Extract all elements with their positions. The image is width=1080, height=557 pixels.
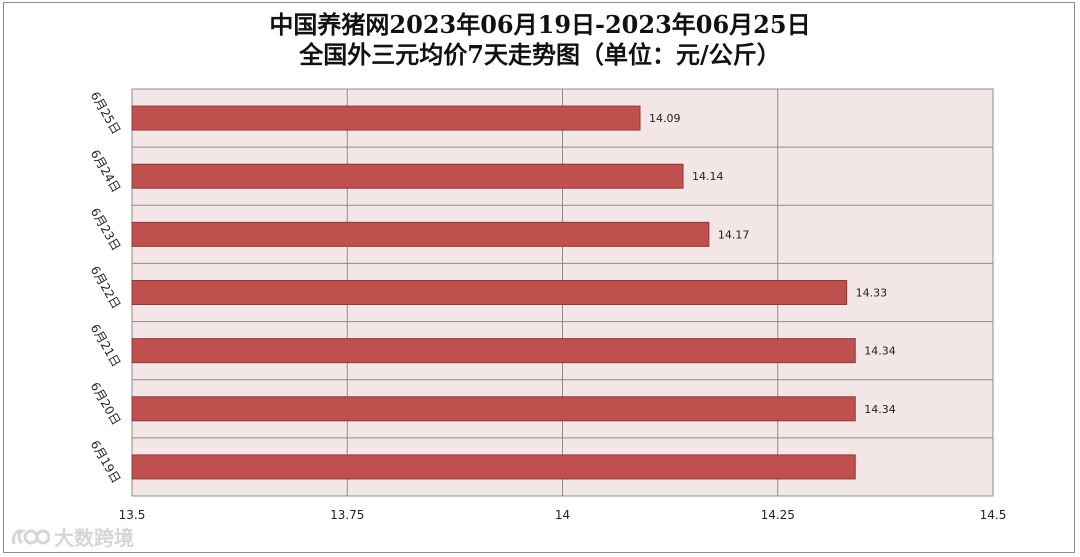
bars (131, 105, 856, 480)
data-label: 14.09 (649, 112, 681, 125)
bar (131, 454, 856, 480)
data-labels: 14.09 14.14 14.17 14.33 14.34 14.34 (649, 112, 896, 416)
bar (131, 338, 856, 364)
bar (131, 280, 848, 305)
bar (131, 105, 641, 131)
bar (131, 221, 710, 247)
x-tick-label: 14 (555, 508, 570, 522)
y-tick-label: 6月21日 (88, 322, 124, 370)
grid-lines (131, 89, 994, 496)
bar (131, 396, 856, 422)
data-label: 14.33 (856, 287, 888, 300)
x-tick-label: 14.25 (761, 508, 795, 522)
data-label: 14.17 (718, 228, 750, 241)
y-axis-ticks: 6月25日 6月24日 6月23日 6月22日 6月21日 6月20日 6月19日 (88, 89, 124, 485)
y-tick-label: 6月20日 (88, 380, 124, 428)
chart-title-line-2: 全国外三元均价7天走势图（单位：元/公斤） (299, 40, 781, 69)
y-tick-label: 6月24日 (88, 147, 124, 195)
y-tick-label: 6月22日 (88, 264, 124, 312)
data-label: 14.34 (864, 345, 896, 358)
watermark: 大数跨境 (10, 522, 134, 551)
x-axis-ticks: 13.5 13.75 14 14.25 14.5 (119, 508, 1007, 522)
bar (131, 163, 684, 189)
y-tick-label: 6月23日 (88, 205, 124, 253)
watermark-logo-icon (12, 528, 50, 544)
x-tick-label: 13.5 (119, 508, 146, 522)
chart-title: 中国养猪网2023年06月19日-2023年06月25日 全国外三元均价7天走势… (0, 10, 1080, 70)
chart-title-line-1: 中国养猪网2023年06月19日-2023年06月25日 (269, 10, 811, 39)
x-tick-label: 13.75 (330, 508, 364, 522)
y-tick-label: 6月25日 (88, 89, 124, 137)
y-tick-label: 6月19日 (88, 438, 124, 486)
data-label: 14.14 (692, 170, 724, 183)
x-tick-label: 14.5 (980, 508, 1007, 522)
data-label: 14.34 (864, 403, 896, 416)
watermark-text: 大数跨境 (54, 526, 134, 550)
